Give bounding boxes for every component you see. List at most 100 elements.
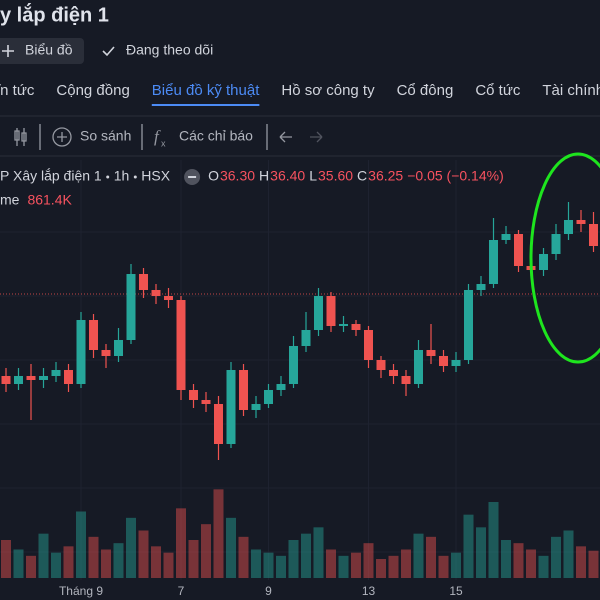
x-tick-label: 9 <box>265 584 272 598</box>
candle-body <box>401 376 411 384</box>
ohlc-value: 36.25 <box>368 168 403 184</box>
candle-body <box>89 320 98 350</box>
plus-icon <box>2 45 14 57</box>
tab[interactable]: Tài chính <box>542 82 600 99</box>
indicators-button[interactable]: Các chỉ báo <box>179 128 253 144</box>
tab[interactable]: Cộng đồng <box>56 82 129 99</box>
candle-body <box>76 320 86 384</box>
volume-bar <box>201 524 211 578</box>
ohlc-label: L <box>309 168 317 184</box>
candle-body <box>464 290 473 360</box>
volume-bar <box>513 543 524 578</box>
legend-change: −0.05 (−0.14%) <box>407 168 504 184</box>
volume-bar <box>276 555 286 578</box>
volume-bar <box>551 536 561 578</box>
candle-body <box>576 220 586 224</box>
volume-bar <box>501 540 511 578</box>
volume-bar <box>376 559 386 578</box>
volume-bar <box>451 552 461 578</box>
candle-body <box>439 356 448 366</box>
ohlc-value: 35.60 <box>318 168 353 184</box>
x-tick-label: 15 <box>449 584 463 598</box>
tab-underline <box>151 104 260 106</box>
chart-button[interactable] <box>0 38 84 64</box>
tab[interactable]: Cổ tức <box>475 82 521 99</box>
volume-value: 861.4K <box>27 192 72 208</box>
volume-bar <box>488 502 499 578</box>
volume-bar <box>326 549 336 578</box>
candle-body <box>14 376 23 384</box>
volume-bar <box>101 549 111 578</box>
volume-bar <box>338 555 349 578</box>
highlight-ellipse <box>529 152 600 364</box>
candle-body <box>214 404 223 444</box>
volume-bar <box>38 533 49 578</box>
volume-bar <box>176 508 186 578</box>
volume-bar <box>251 549 261 578</box>
candle-body <box>239 370 248 410</box>
candle-body <box>326 296 336 326</box>
legend: P Xây lắp điện 1 1h HSX O 36.30 H 36.40 L 35.60 C… <box>0 168 504 208</box>
volume-bar <box>438 555 449 578</box>
volume-bar <box>113 543 124 578</box>
tab[interactable]: Hồ sơ công ty <box>281 82 375 99</box>
candle-body <box>26 376 36 380</box>
candle-body <box>1 376 11 384</box>
title: y lắp điện 1 <box>0 2 109 26</box>
volume-bar <box>238 536 249 578</box>
x-tick-label: 7 <box>178 584 185 598</box>
candle-body <box>539 254 548 270</box>
volume-bar <box>263 552 274 578</box>
volume-name: me <box>0 192 20 208</box>
volume-bar <box>51 552 61 578</box>
tab[interactable]: Cổ đông <box>397 82 454 99</box>
candle-body <box>189 390 198 400</box>
volume-bar <box>126 517 136 578</box>
candle-body <box>101 350 111 356</box>
volume-bar <box>151 546 161 578</box>
candle-body <box>39 376 48 380</box>
volume-bar <box>526 549 536 578</box>
fx-icon: f <box>154 127 161 146</box>
candle-body <box>564 220 573 234</box>
candle-body <box>589 224 598 246</box>
legend-interval: 1h <box>114 168 130 184</box>
volume-bar <box>351 552 361 578</box>
ohlc-label: H <box>259 168 269 184</box>
follow-button-label[interactable]: Đang theo dõi <box>126 42 213 58</box>
candle-body <box>264 390 273 404</box>
volume-bar <box>463 514 474 578</box>
candle-body <box>276 384 286 390</box>
tab[interactable]: ĩn tức <box>0 82 35 99</box>
toolbar-icons <box>14 124 323 150</box>
candle-body <box>51 370 61 376</box>
volume-bar <box>13 549 24 578</box>
fx-icon-sub: x <box>161 138 166 148</box>
volume-bar <box>426 536 436 578</box>
volume-bar <box>401 549 411 578</box>
x-tick-label: Tháng 9 <box>59 584 103 598</box>
volume-bar <box>226 517 236 578</box>
legend-dot <box>106 175 110 179</box>
volume-bar <box>88 536 99 578</box>
chart-button-label[interactable]: Biểu đồ <box>25 42 73 58</box>
volume-bar <box>313 527 324 578</box>
candle-body <box>126 274 136 340</box>
tab[interactable]: Biểu đồ kỹ thuật <box>152 82 260 99</box>
x-tick-label: 13 <box>362 584 376 598</box>
ohlc-value: 36.40 <box>270 168 305 184</box>
candle-body <box>451 360 461 366</box>
candle-body <box>64 370 73 384</box>
candle-body <box>176 300 186 390</box>
candle-body <box>489 240 498 284</box>
candle-body <box>139 274 148 290</box>
volume-bar <box>576 546 586 578</box>
candle-body <box>351 324 361 330</box>
legend-hide-icon-bar <box>188 176 197 178</box>
volume-bar <box>538 555 549 578</box>
volume-bar <box>213 489 224 578</box>
compare-button[interactable]: So sánh <box>80 128 131 144</box>
volume-bar <box>138 530 149 578</box>
